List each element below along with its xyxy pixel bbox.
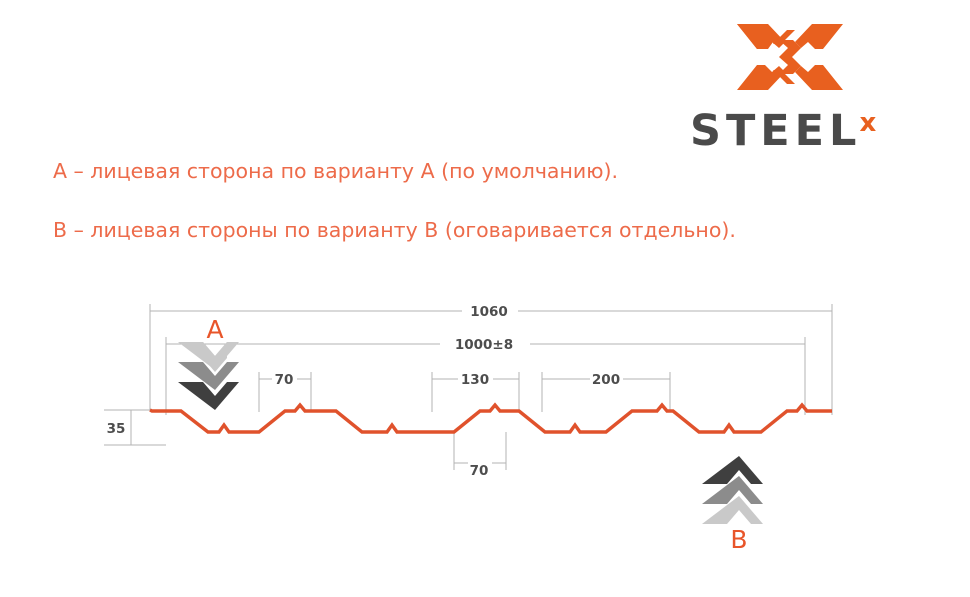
corrugated-profile-line [149,402,832,434]
dimension-label-overall-width: 1060 [470,304,508,320]
dimension-label-pitch-130: 130 [461,372,489,388]
marker-b-group: B [702,456,763,554]
logo-x-superscript: x [859,107,877,138]
chevron-down-icon [178,342,239,410]
caption-variant-a: A – лицевая сторона по варианту А (по ум… [53,159,618,183]
steelx-wordmark: STEELx [690,106,955,156]
steelx-logo: STEELx [690,18,955,156]
caption-variant-b: B – лицевая стороны по варианту B (огова… [53,218,736,242]
logo-steel-text: STEEL [690,106,862,156]
steelx-x-mark-icon [735,18,845,96]
dimension-label-useful-width: 1000±8 [455,337,513,353]
dimension-label-pitch-200: 200 [592,372,620,388]
dimension-label-valley-width: 70 [470,463,489,479]
dimension-label-profile-height: 35 [107,421,126,437]
marker-a-group: A [178,315,239,410]
marker-a-label: A [206,315,223,344]
marker-b-label: B [730,525,747,554]
chevron-up-icon [702,456,763,524]
profile-technical-drawing: 1060 1000±8 70 130 200 70 35 A [0,280,970,570]
dimension-label-crest-width: 70 [275,372,294,388]
